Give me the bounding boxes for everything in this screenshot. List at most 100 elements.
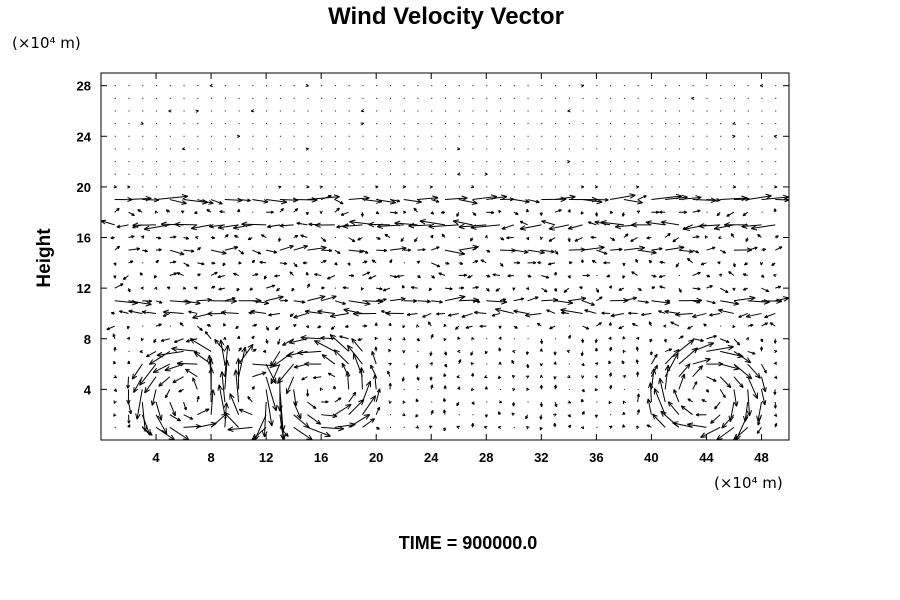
wind-vector: [128, 211, 135, 217]
wind-vector: [126, 389, 131, 405]
wind-vector: [194, 210, 198, 214]
wind-vector: [261, 402, 268, 438]
wind-vector: [526, 236, 530, 241]
wind-vector: [443, 427, 447, 432]
wind-vector: [197, 297, 212, 303]
wind-vector: [266, 249, 278, 254]
wind-vector: [320, 259, 327, 264]
wind-vector: [663, 324, 667, 328]
wind-vector: [484, 386, 488, 390]
wind-vector: [457, 336, 461, 340]
wind-vector: [227, 426, 253, 432]
y-tick-label: 16: [77, 231, 91, 246]
wind-vector: [206, 208, 212, 213]
wind-vector: [251, 335, 255, 339]
wind-vector: [609, 210, 614, 214]
wind-vector: [659, 285, 666, 289]
wind-vector: [171, 346, 198, 352]
wind-vector: [703, 323, 707, 327]
wind-vector: [293, 208, 299, 213]
wind-vector: [658, 377, 666, 403]
wind-vector: [238, 198, 251, 203]
wind-vector: [197, 199, 214, 205]
wind-vector: [160, 338, 170, 342]
wind-vector: [582, 245, 605, 251]
wind-vector: [304, 309, 322, 315]
wind-vector: [622, 262, 626, 267]
wind-vector: [691, 96, 695, 100]
wind-vector: [443, 323, 447, 328]
wind-vector: [775, 197, 790, 203]
wind-vector: [279, 223, 294, 228]
wind-vector: [189, 338, 212, 352]
wind-vector: [759, 346, 764, 352]
wind-vector: [484, 414, 488, 418]
wind-vector: [501, 224, 514, 230]
wind-vector: [548, 237, 556, 242]
wind-vector: [410, 285, 418, 290]
wind-vector: [608, 322, 612, 327]
wind-vector: [427, 321, 432, 327]
wind-vector: [180, 210, 185, 214]
wind-vector: [128, 247, 141, 251]
wind-vector: [293, 197, 318, 203]
wind-vector: [197, 408, 210, 416]
wind-vector: [732, 324, 736, 329]
wind-vector: [672, 421, 693, 428]
wind-vector: [223, 323, 227, 327]
wind-vector: [698, 223, 721, 229]
wind-vector: [416, 324, 420, 328]
wind-vector: [319, 185, 323, 189]
wind-vector: [622, 375, 627, 379]
wind-vector: [541, 287, 548, 293]
wind-vector: [733, 350, 752, 364]
wind-vector: [277, 237, 282, 242]
wind-vector: [249, 287, 253, 291]
wind-vector: [746, 389, 753, 417]
wind-vector: [402, 349, 406, 354]
wind-vector: [210, 285, 216, 289]
wind-vector: [362, 271, 371, 276]
wind-vector: [730, 233, 735, 238]
wind-vector: [637, 287, 642, 292]
wind-vector: [374, 322, 378, 327]
wind-vector: [345, 324, 349, 328]
wind-vector: [548, 224, 569, 231]
wind-vector: [554, 209, 562, 213]
wind-vector: [491, 312, 501, 317]
wind-vector: [428, 287, 432, 292]
wind-vector: [266, 210, 274, 214]
wind-vector: [539, 212, 543, 216]
wind-vector: [506, 236, 514, 240]
wind-vector: [742, 273, 748, 277]
wind-vector: [293, 262, 298, 268]
wind-vector: [384, 233, 391, 238]
wind-vector: [608, 285, 612, 289]
wind-vector: [217, 384, 226, 415]
wind-vector: [193, 351, 212, 365]
wind-vector: [637, 195, 647, 201]
wind-vector: [452, 219, 473, 226]
wind-vector: [618, 325, 625, 330]
wind-vector: [773, 413, 778, 417]
wind-vector: [307, 194, 340, 201]
wind-vector: [717, 308, 735, 314]
wind-vector: [388, 362, 392, 366]
wind-vector: [348, 391, 357, 403]
wind-vector: [347, 262, 351, 266]
wind-vector: [218, 287, 225, 291]
wind-vector: [622, 400, 626, 405]
wind-vector: [641, 312, 652, 317]
wind-vector: [442, 409, 447, 415]
wind-vector: [403, 198, 422, 204]
wind-vector: [692, 338, 704, 343]
wind-vector: [687, 325, 693, 330]
wind-vector: [155, 236, 162, 240]
wind-vector: [456, 401, 460, 407]
wind-vector: [567, 400, 572, 404]
wind-vector: [176, 360, 198, 367]
wind-vector: [416, 376, 420, 381]
wind-vector: [719, 249, 727, 254]
wind-vector: [581, 338, 585, 343]
wind-vector: [513, 211, 519, 216]
